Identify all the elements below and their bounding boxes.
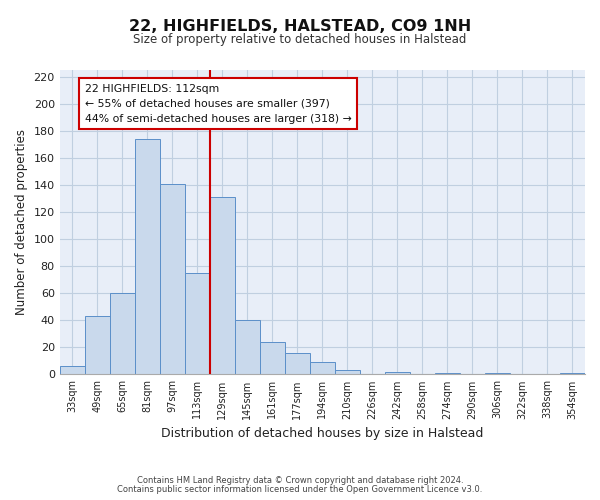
Text: 22 HIGHFIELDS: 112sqm
← 55% of detached houses are smaller (397)
44% of semi-det: 22 HIGHFIELDS: 112sqm ← 55% of detached …: [85, 84, 352, 124]
Text: Contains public sector information licensed under the Open Government Licence v3: Contains public sector information licen…: [118, 485, 482, 494]
Bar: [85, 316, 110, 374]
Bar: [310, 362, 335, 374]
Bar: [160, 184, 185, 374]
X-axis label: Distribution of detached houses by size in Halstead: Distribution of detached houses by size …: [161, 427, 484, 440]
Bar: [285, 353, 310, 374]
Bar: [385, 372, 410, 374]
Bar: [485, 373, 510, 374]
Bar: [260, 342, 285, 374]
Bar: [560, 373, 585, 374]
Bar: [110, 293, 135, 374]
Bar: [185, 273, 210, 374]
Text: Size of property relative to detached houses in Halstead: Size of property relative to detached ho…: [133, 32, 467, 46]
Bar: [235, 320, 260, 374]
Text: Contains HM Land Registry data © Crown copyright and database right 2024.: Contains HM Land Registry data © Crown c…: [137, 476, 463, 485]
Y-axis label: Number of detached properties: Number of detached properties: [15, 129, 28, 315]
Bar: [435, 373, 460, 374]
Bar: [59, 366, 85, 374]
Bar: [335, 370, 360, 374]
Text: 22, HIGHFIELDS, HALSTEAD, CO9 1NH: 22, HIGHFIELDS, HALSTEAD, CO9 1NH: [129, 19, 471, 34]
Bar: [135, 139, 160, 374]
Bar: [210, 197, 235, 374]
